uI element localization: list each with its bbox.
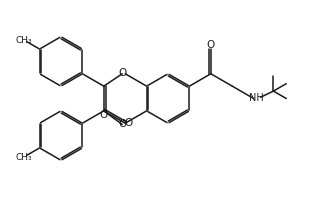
- Text: O: O: [100, 110, 108, 120]
- Text: CH₃: CH₃: [16, 153, 33, 162]
- Text: O: O: [125, 118, 133, 128]
- Text: O: O: [118, 119, 126, 129]
- Text: O: O: [118, 68, 126, 78]
- Text: NH: NH: [249, 94, 264, 103]
- Text: CH₃: CH₃: [16, 36, 33, 45]
- Text: O: O: [207, 40, 215, 50]
